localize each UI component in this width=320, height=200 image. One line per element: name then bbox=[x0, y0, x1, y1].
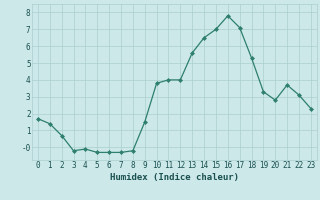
X-axis label: Humidex (Indice chaleur): Humidex (Indice chaleur) bbox=[110, 173, 239, 182]
